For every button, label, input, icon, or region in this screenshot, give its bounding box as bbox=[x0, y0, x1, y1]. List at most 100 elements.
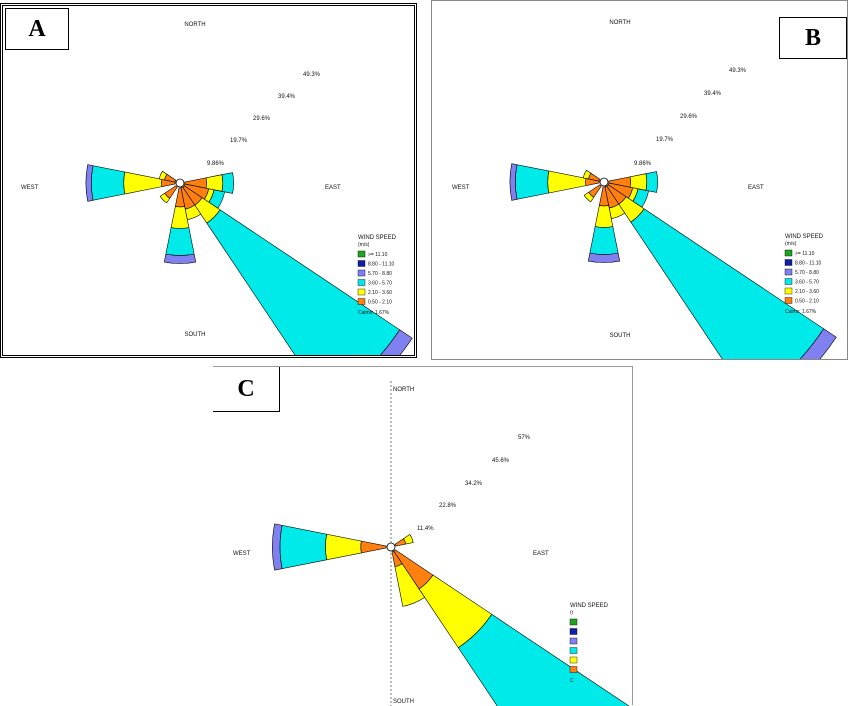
legend-swatch-4 bbox=[569, 656, 578, 664]
ring-label: 19.7% bbox=[656, 137, 674, 143]
petal-wnw-bin-1 bbox=[582, 169, 592, 180]
legend-swatch-5 bbox=[569, 666, 578, 673]
petal-s-bin-3 bbox=[587, 252, 621, 263]
legend-bin-label-0: >= 11.10 bbox=[795, 251, 815, 257]
legend-swatch-2 bbox=[784, 268, 793, 276]
legend-unit: (r bbox=[570, 610, 574, 616]
wind-rose-panel-c: NORTH EAST SOUTH WEST 11.4% 22.8% 34.2% 45.6% 57… bbox=[213, 366, 633, 706]
calm-circle bbox=[175, 178, 185, 188]
petal-wnw-bin-1 bbox=[158, 170, 168, 181]
legend-bin-label-2: 5.70 - 8.80 bbox=[368, 271, 392, 277]
legend: WIND SPEED(r C bbox=[569, 603, 609, 684]
direction-label-east: EAST bbox=[533, 551, 549, 557]
legend-swatch-0 bbox=[569, 618, 578, 626]
ring-label: 29.6% bbox=[680, 114, 698, 120]
legend-bin-label-2: 5.70 - 8.80 bbox=[795, 270, 819, 276]
direction-label-west: WEST bbox=[452, 185, 470, 191]
legend-swatch-2 bbox=[569, 637, 578, 645]
legend-title: WIND SPEED bbox=[785, 234, 824, 240]
rose-group: NORTH EAST SOUTH WEST 11.4% 22.8% 34.2% 45.6% 57… bbox=[233, 381, 630, 706]
direction-label-east: EAST bbox=[325, 185, 341, 191]
legend-swatch-1 bbox=[569, 628, 578, 635]
legend-swatch-1 bbox=[357, 260, 366, 267]
ring-label: 45.6% bbox=[492, 458, 510, 464]
wind-rose-a: NORTH EAST SOUTH WEST 9.86% 19.7% 29.6% 39.4% 49… bbox=[21, 22, 413, 355]
petal-ene-bin-1 bbox=[403, 533, 414, 545]
legend-swatch-5 bbox=[357, 298, 366, 305]
petal-w-bin-2 bbox=[279, 524, 328, 570]
petal-e-bin-1 bbox=[205, 174, 224, 192]
calms-label: C bbox=[570, 678, 574, 684]
legend-unit: (m/s) bbox=[358, 242, 370, 248]
legend-swatch-3 bbox=[357, 279, 366, 286]
wind-rose-panel-a: NORTH EAST SOUTH WEST 9.86% 19.7% 29.6% 39.4% 49… bbox=[0, 3, 417, 358]
ring-label: 39.4% bbox=[278, 94, 296, 100]
panel-label-a: A bbox=[5, 8, 69, 50]
petal-w-bin-3 bbox=[85, 164, 94, 202]
direction-label-south: SOUTH bbox=[185, 332, 206, 338]
legend-bin-label-5: 0.50 - 2.10 bbox=[795, 299, 819, 305]
petal-se-bin-2 bbox=[457, 613, 630, 706]
legend-swatch-0 bbox=[784, 249, 793, 257]
panel-label-b: B bbox=[779, 17, 847, 59]
legend-swatch-4 bbox=[784, 287, 793, 295]
direction-label-north: NORTH bbox=[393, 387, 414, 393]
rose-group: NORTH EAST SOUTH WEST 9.86% 19.7% 29.6% 39.4% 49… bbox=[452, 20, 837, 359]
rose-group: NORTH EAST SOUTH WEST 9.86% 19.7% 29.6% 39.4% 49… bbox=[21, 22, 413, 355]
legend-unit: (m/s) bbox=[785, 241, 797, 247]
petal-e-bin-1 bbox=[629, 173, 648, 191]
calms-label: Calms: 1.67% bbox=[358, 310, 390, 316]
petal-s-bin-3 bbox=[163, 253, 197, 264]
ring-label: 49.3% bbox=[303, 72, 321, 78]
direction-label-south: SOUTH bbox=[610, 333, 631, 339]
legend-swatch-1 bbox=[784, 259, 793, 266]
legend-swatch-4 bbox=[357, 288, 366, 296]
petal-w-bin-1 bbox=[547, 170, 587, 194]
direction-label-west: WEST bbox=[21, 185, 39, 191]
legend-bin-label-4: 2.10 - 3.60 bbox=[368, 290, 392, 296]
petal-sw-bin-1 bbox=[583, 191, 595, 203]
legend: WIND SPEED(m/s) >= 11.10 8.80 - 11.10 5.70 … bbox=[784, 234, 824, 315]
ring-label: 19.7% bbox=[230, 138, 248, 144]
petal-w-bin-3 bbox=[272, 523, 283, 571]
legend-swatch-2 bbox=[357, 269, 366, 277]
legend-swatch-3 bbox=[784, 278, 793, 285]
ring-label: 57% bbox=[518, 435, 531, 441]
legend-swatch-0 bbox=[357, 250, 366, 258]
petal-w-bin-2 bbox=[515, 164, 550, 200]
petal-w-bin-1 bbox=[325, 533, 362, 561]
petal-sw-bin-1 bbox=[159, 192, 171, 204]
wind-rose-panel-b: NORTH EAST SOUTH WEST 9.86% 19.7% 29.6% 39.4% 49… bbox=[431, 0, 848, 360]
direction-label-north: NORTH bbox=[184, 22, 205, 28]
petal-se-bin-3 bbox=[799, 328, 837, 359]
legend-bin-label-1: 8.80 - 11.10 bbox=[368, 262, 395, 268]
ring-label: 11.4% bbox=[417, 526, 434, 532]
petal-s-bin-2 bbox=[165, 227, 195, 256]
legend-bin-label-1: 8.80 - 11.10 bbox=[795, 261, 822, 267]
ring-label: 49.3% bbox=[729, 68, 747, 74]
legend-bin-label-3: 3.60 - 5.70 bbox=[368, 281, 392, 287]
legend-bin-label-4: 2.10 - 3.60 bbox=[795, 289, 819, 295]
direction-label-north: NORTH bbox=[609, 20, 630, 26]
petal-w-bin-2 bbox=[91, 165, 126, 201]
wind-rose-b: NORTH EAST SOUTH WEST 9.86% 19.7% 29.6% 39.4% 49… bbox=[452, 20, 837, 359]
ring-label: 39.4% bbox=[704, 91, 722, 97]
legend-bin-label-5: 0.50 - 2.10 bbox=[368, 300, 392, 306]
ring-label: 9.86% bbox=[634, 161, 652, 167]
ring-label: 29.6% bbox=[253, 116, 271, 122]
calm-circle bbox=[386, 542, 396, 552]
ring-label: 9.86% bbox=[207, 161, 225, 167]
ring-label: 34.2% bbox=[465, 481, 483, 487]
direction-label-west: WEST bbox=[233, 551, 251, 557]
petal-w-bin-0 bbox=[360, 540, 387, 554]
panel-label-c: C bbox=[213, 367, 280, 412]
petal-se-bin-3 bbox=[380, 329, 413, 355]
legend-title: WIND SPEED bbox=[358, 235, 397, 241]
direction-label-east: EAST bbox=[748, 185, 764, 191]
ring-label: 22.8% bbox=[439, 503, 457, 509]
calm-circle bbox=[599, 177, 609, 187]
legend: WIND SPEED(m/s) >= 11.10 8.80 - 11.10 5.70 … bbox=[357, 235, 397, 316]
calms-label: Calms: 1.67% bbox=[785, 309, 817, 315]
petal-w-bin-3 bbox=[509, 163, 518, 201]
wind-rose-c: NORTH EAST SOUTH WEST 11.4% 22.8% 34.2% 45.6% 57… bbox=[233, 381, 630, 706]
